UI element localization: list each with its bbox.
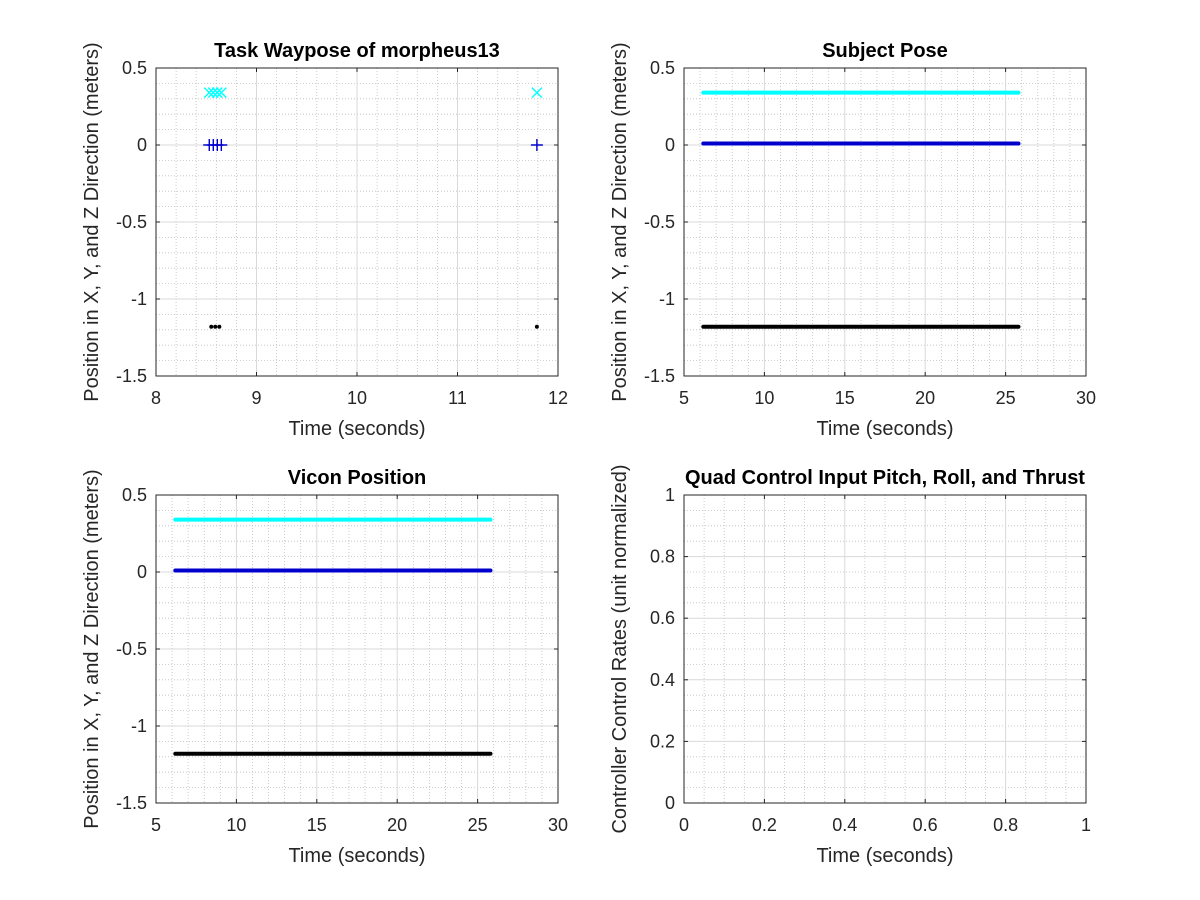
x-tick-label: 30 [1076,388,1096,408]
y-tick-label: -0.5 [116,212,147,232]
x-tick-label: 0 [679,815,689,835]
x-tick-label: 30 [548,815,568,835]
axes-box [683,494,1087,804]
y-tick-label: 0.8 [650,547,675,567]
dot-marker [217,324,222,329]
x-marker [215,87,227,99]
tick-marks [155,494,559,804]
x-tick-label: 20 [915,388,935,408]
x-tick-label: 0.2 [752,815,777,835]
plus-marker [215,139,228,151]
x-tick-label: 15 [835,388,855,408]
tick-marks [683,67,1087,377]
axes-subject-pose: 5 10 15 20 25 30 -1.5 -1 -0.5 0 0.5 Subject Pose Tim… [609,40,1096,440]
x-tick-label: 10 [347,388,367,408]
x-tick-label: 0.6 [913,815,938,835]
y-tick-label: -1.5 [116,793,147,813]
series-0 [203,87,543,99]
axes-waypose: 8 9 10 11 12 -1.5 -1 -0.5 0 0.5 Task Waypose of mo… [81,40,568,440]
y-tick-label: -0.5 [116,639,147,659]
tick-marks [155,67,559,377]
x-tick-label: 0.8 [993,815,1018,835]
x-tick-label: 15 [307,815,327,835]
chart-title: Vicon Position [288,467,427,489]
dot-marker [213,324,218,329]
y-axis-label: Position in X, Y, and Z Direction (meter… [609,42,631,401]
x-tick-label: 5 [679,388,689,408]
chart-title: Subject Pose [822,40,948,62]
y-tick-label: -1 [131,716,147,736]
chart-title: Task Waypose of morpheus13 [214,40,500,62]
x-tick-label: 0.4 [832,815,857,835]
y-axis-label: Controller Control Rates (unit normalize… [609,464,631,833]
x-tick-label: 25 [996,388,1016,408]
x-marker [211,87,223,99]
x-axis-label: Time (seconds) [288,418,425,440]
y-tick-label: 0 [137,135,147,155]
y-tick-label: -1.5 [116,366,147,386]
y-tick-label: 0.5 [650,58,675,78]
x-marker [203,87,215,99]
axes-vicon-position: 5 10 15 20 25 30 -1.5 -1 -0.5 0 0.5 Vicon Position T… [81,467,568,867]
y-tick-label: 0.5 [122,58,147,78]
series-2 [209,324,539,329]
x-marker [531,87,543,99]
y-tick-label: 0.5 [122,485,147,505]
x-tick-label: 5 [151,815,161,835]
x-tick-label: 1 [1081,815,1091,835]
x-tick-label: 9 [251,388,261,408]
chart-title: Quad Control Input Pitch, Roll, and Thru… [685,467,1085,489]
minor-grid [684,495,1086,803]
x-tick-label: 10 [754,388,774,408]
dot-marker [209,324,214,329]
y-axis-label: Position in X, Y, and Z Direction (meter… [81,469,103,828]
x-axis-label: Time (seconds) [816,418,953,440]
x-tick-label: 25 [468,815,488,835]
y-tick-label: -0.5 [644,212,675,232]
y-tick-label: -1 [131,289,147,309]
y-tick-label: -1.5 [644,366,675,386]
x-marker [207,87,219,99]
series-1 [203,139,543,151]
y-tick-label: 0 [137,562,147,582]
y-tick-label: 0.2 [650,731,675,751]
x-axis-label: Time (seconds) [816,845,953,867]
x-tick-label: 8 [151,388,161,408]
x-axis-label: Time (seconds) [288,845,425,867]
y-tick-label: 1 [665,485,675,505]
y-tick-label: 0 [665,793,675,813]
plus-marker [530,139,543,151]
y-tick-label: -1 [659,289,675,309]
x-tick-label: 10 [226,815,246,835]
y-tick-label: 0 [665,135,675,155]
axes-quad-control: 0 0.2 0.4 0.6 0.8 1 0 0.2 0.4 0.6 0.8 1 Quad Control… [609,464,1091,867]
dot-marker [534,324,539,329]
x-tick-label: 20 [387,815,407,835]
y-tick-label: 0.4 [650,670,675,690]
y-axis-label: Position in X, Y, and Z Direction (meter… [81,42,103,401]
x-tick-label: 12 [548,388,568,408]
tick-marks [683,494,1087,804]
y-tick-label: 0.6 [650,608,675,628]
x-tick-label: 11 [448,388,467,408]
